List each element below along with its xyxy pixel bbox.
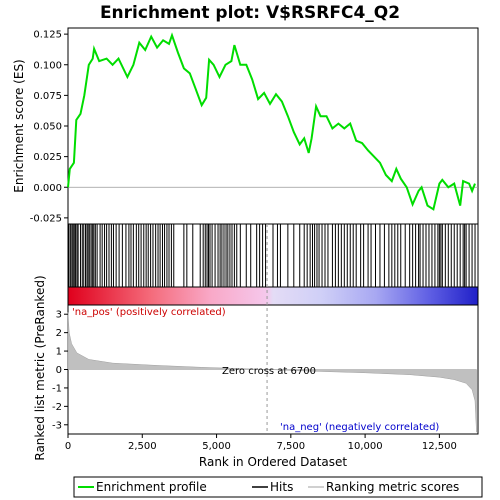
zero-cross-label: Zero cross at 6700 [222,366,316,377]
legend-metric-label: Ranking metric scores [326,480,459,494]
chart-title: Enrichment plot: V$RSRFC4_Q2 [100,3,400,23]
es-axis: -0.025 0.000 0.025 0.050 0.075 0.100 0.125 [30,30,68,224]
x-tick-label: 2,500 [128,441,157,452]
ranking-metric-area [67,312,477,433]
es-tick-label: 0.050 [33,122,62,133]
x-tick-label: 5,000 [202,441,231,452]
enrichment-profile-line [67,32,476,211]
es-tick-label: 0.025 [33,152,62,163]
rank-color-bar [67,286,479,306]
pos-correlated-label: 'na_pos' (positively correlated) [72,307,226,318]
metric-tick-label: 2 [56,328,62,339]
es-tick-label: -0.025 [30,213,62,224]
metric-axis-title: Ranked list metric (PreRanked) [33,275,47,460]
x-tick-label: 12,500 [422,441,457,452]
metric-tick-label: 3 [56,310,62,321]
es-tick-label: 0.100 [33,60,62,71]
metric-tick-label: -2 [52,402,62,413]
es-tick-label: 0.075 [33,91,62,102]
hits-marks [68,224,476,287]
es-tick-label: 0.125 [33,30,62,41]
x-tick-label: 10,000 [348,441,383,452]
es-panel-frame [67,27,479,225]
x-tick-label: 7,500 [277,441,306,452]
es-axis-title: Enrichment score (ES) [12,59,26,192]
legend-hits-label: Hits [270,480,293,494]
x-axis-title: Rank in Ordered Dataset [199,455,347,469]
metric-tick-label: 0 [56,365,62,376]
metric-tick-label: -1 [52,383,62,394]
metric-tick-label: 1 [56,347,62,358]
legend-profile-label: Enrichment profile [96,480,207,494]
metric-axis: -3 -2 -1 0 1 2 3 [52,310,68,431]
x-axis: 0 2,500 5,000 7,500 10,000 12,500 [65,434,457,452]
metric-tick-label: -3 [52,420,62,431]
es-tick-label: 0.000 [33,183,62,194]
legend-box [73,476,483,498]
neg-correlated-label: 'na_neg' (negatively correlated) [280,422,439,433]
x-tick-label: 0 [65,441,71,452]
